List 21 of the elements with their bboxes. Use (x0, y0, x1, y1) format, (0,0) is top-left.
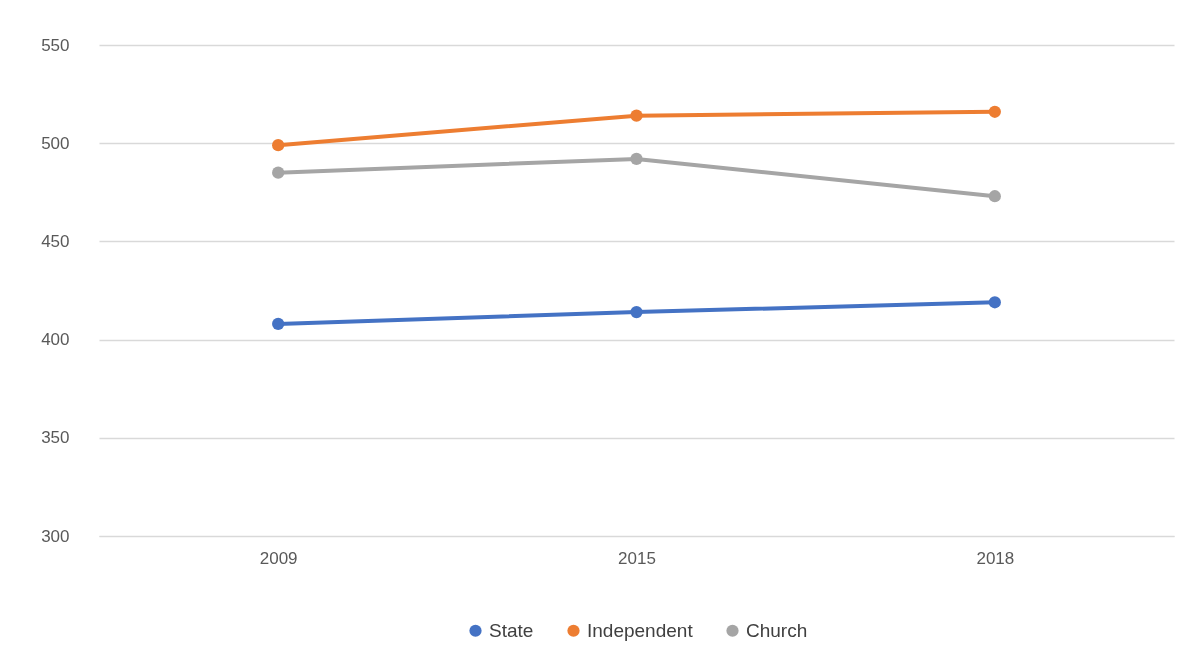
y-tick-label: 450 (41, 231, 70, 251)
point (988, 190, 1001, 203)
point (630, 305, 643, 319)
y-tick-label: 550 (41, 35, 70, 55)
y-tick-label: 300 (41, 526, 70, 546)
point (988, 296, 1001, 309)
y-tick-label: 350 (41, 428, 70, 448)
point (272, 317, 285, 330)
point (988, 105, 1001, 118)
point (630, 109, 643, 122)
x-tick-label: 2015 (618, 548, 656, 568)
point (272, 139, 285, 152)
legend-label: Church (746, 619, 808, 641)
x-tick-label: 2018 (976, 548, 1015, 568)
x-tick-label: 2009 (259, 548, 298, 568)
y-tick-label: 400 (41, 330, 70, 350)
legend-label: Independent (587, 619, 694, 641)
legend-label: State (489, 619, 534, 641)
y-tick-label: 500 (41, 133, 70, 153)
point (272, 166, 285, 179)
point (630, 152, 643, 166)
